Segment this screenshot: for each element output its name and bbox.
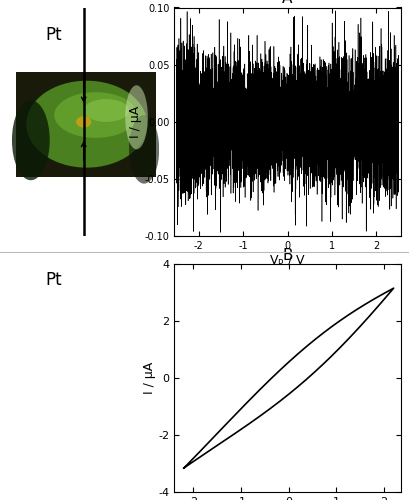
Ellipse shape [84,99,129,122]
Y-axis label: I / μA: I / μA [142,362,155,394]
X-axis label: V$_{\rm P}$ / V: V$_{\rm P}$ / V [269,254,306,269]
Ellipse shape [26,80,147,168]
Ellipse shape [54,92,137,138]
Title: B: B [282,248,293,262]
Ellipse shape [129,115,159,184]
Bar [16,72,156,177]
Text: Pt: Pt [45,270,62,288]
Ellipse shape [125,86,148,150]
Y-axis label: I / μA: I / μA [129,106,142,138]
Ellipse shape [76,116,91,128]
Title: A: A [282,0,293,6]
Ellipse shape [12,100,50,180]
Text: Pt: Pt [45,26,62,44]
